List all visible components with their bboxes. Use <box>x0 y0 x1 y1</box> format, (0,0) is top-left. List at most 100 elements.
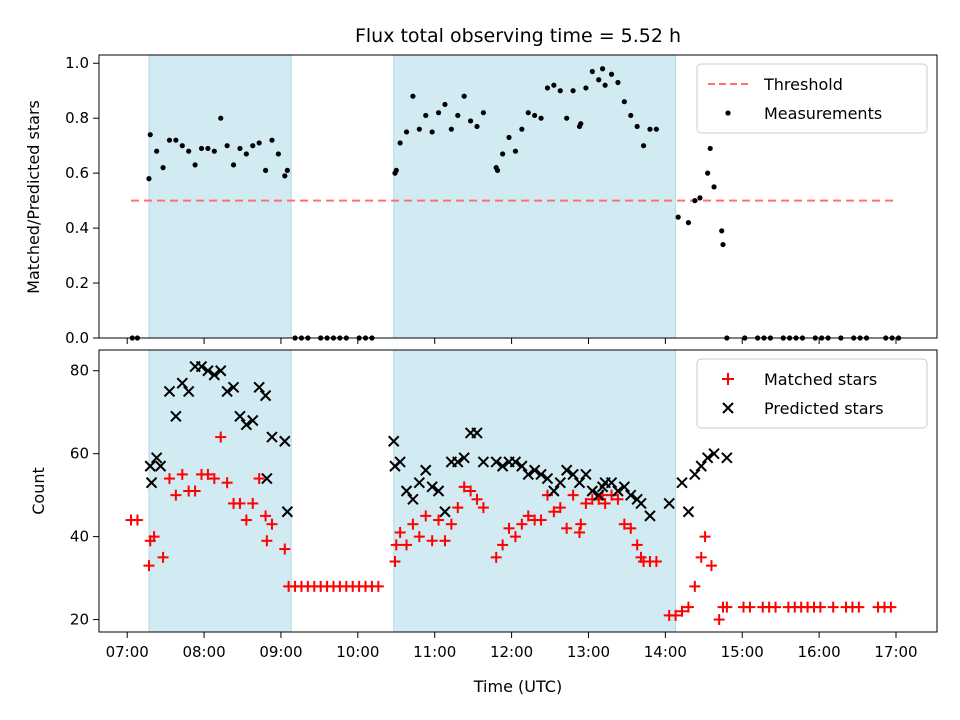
matched-star-point <box>439 535 451 547</box>
measurement-point <box>474 123 480 130</box>
predicted-star-point <box>625 489 637 501</box>
matched-star-point <box>131 514 143 526</box>
top-y-tick-label: 1.0 <box>65 54 89 72</box>
predicted-star-point <box>682 506 695 518</box>
bottom-plot-frame <box>98 349 938 633</box>
matched-star-point <box>650 556 662 567</box>
bottom-y-tick-label: 60 <box>70 445 89 463</box>
predicted-star-point <box>208 369 221 381</box>
predicted-star-point <box>279 435 291 447</box>
predicted-star-point <box>144 460 156 472</box>
measurement-point <box>615 79 621 86</box>
matched-star-point <box>247 497 259 509</box>
measurement-point <box>544 85 551 91</box>
matched-star-point <box>721 601 733 613</box>
matched-star-point <box>535 514 547 526</box>
x-tick-label: 15:00 <box>721 643 764 661</box>
measurement-point <box>512 148 519 154</box>
predicted-star-point <box>708 447 720 460</box>
predicted-star-point <box>400 485 413 497</box>
top-legend-box <box>696 63 928 134</box>
matched-star-point <box>407 518 419 530</box>
measurement-point <box>551 82 557 88</box>
matched-star-point <box>163 473 175 485</box>
predicted-star-point <box>509 456 522 468</box>
predicted-star-point <box>432 485 445 497</box>
measurement-point <box>256 140 262 146</box>
matched-star-point <box>599 497 611 509</box>
measurement-point <box>262 167 269 173</box>
measurement-point <box>230 162 237 168</box>
bottom-y-tick-label: 20 <box>70 611 89 629</box>
matched-star-point <box>445 518 457 530</box>
matched-stars-legend-label: Matched stars <box>764 370 877 389</box>
x-tick-label: 16:00 <box>797 643 840 661</box>
predicted-star-point <box>541 472 554 485</box>
measurement-point <box>640 143 647 149</box>
top-legend: Threshold Measurements <box>696 63 928 134</box>
matched-star-point <box>575 518 587 530</box>
matched-star-point <box>827 601 839 613</box>
matched-star-point <box>522 510 534 522</box>
measurement-point <box>538 115 544 121</box>
matched-stars-series <box>125 431 897 626</box>
measurement-point <box>599 66 606 72</box>
bottom-y-axis: 20 40 60 80 <box>70 362 99 629</box>
predicted-star-point <box>701 452 714 464</box>
measurement-point <box>494 167 501 173</box>
predicted-star-point <box>195 360 208 373</box>
predicted-star-point <box>388 435 400 447</box>
matched-star-point <box>261 535 273 547</box>
bottom-y-tick-label: 80 <box>70 362 89 380</box>
measurement-point <box>519 126 525 132</box>
predicted-star-point <box>605 476 618 489</box>
top-x-axis-ticks <box>126 338 897 344</box>
predicted-star-point <box>554 476 566 489</box>
predicted-star-point <box>240 418 253 431</box>
matched-star-point <box>618 518 630 530</box>
matched-star-point <box>266 518 278 530</box>
bottom-y-axis-label: Count <box>29 467 48 515</box>
matched-star-point <box>433 514 445 526</box>
matched-star-point <box>580 497 592 509</box>
predicted-star-point <box>721 452 733 464</box>
measurement-point <box>403 129 410 135</box>
matched-star-point <box>215 431 227 443</box>
predicted-stars-series <box>144 360 733 522</box>
predicted-star-point <box>215 365 227 377</box>
x-tick-label: 09:00 <box>259 643 302 661</box>
matched-star-point <box>682 601 694 613</box>
top-panel: 0.0 0.2 0.4 0.6 0.8 1.0 Matched/Predicted sta… <box>24 54 938 347</box>
measurement-point <box>284 167 290 173</box>
measurement-point <box>218 115 224 121</box>
matched-stars-legend-swatch <box>722 373 734 385</box>
predicted-star-point <box>281 506 294 518</box>
bottom-panel: 20 40 60 80 07:00 08:00 09:00 10:00 11:00 12:00 1… <box>29 349 938 696</box>
measurement-point <box>583 85 589 91</box>
matched-star-point <box>567 489 579 501</box>
top-plot-frame <box>98 54 938 339</box>
top-shaded-spans <box>148 54 677 339</box>
predicted-star-point <box>420 464 432 476</box>
predicted-star-point <box>407 493 419 506</box>
measurement-point <box>578 121 584 127</box>
top-y-axis: 0.0 0.2 0.4 0.6 0.8 1.0 <box>65 54 99 347</box>
measurement-point <box>448 126 454 132</box>
matched-star-point <box>670 609 682 621</box>
predicted-star-point <box>154 460 167 472</box>
top-y-tick-label: 0.8 <box>65 109 89 127</box>
measurement-point <box>705 170 711 176</box>
matched-star-point <box>221 477 233 489</box>
measurement-point <box>500 151 506 157</box>
matched-star-point <box>689 580 701 592</box>
measurement-point <box>467 118 474 124</box>
matched-star-point <box>625 522 637 534</box>
predicted-star-point <box>618 481 631 493</box>
measurement-point <box>397 140 403 146</box>
predicted-star-point <box>439 506 451 518</box>
matched-star-point <box>561 522 573 534</box>
measurements-legend-swatch <box>725 110 731 116</box>
x-tick-label: 14:00 <box>644 643 687 661</box>
predicted-star-point <box>426 481 438 493</box>
measurement-point <box>711 184 717 190</box>
